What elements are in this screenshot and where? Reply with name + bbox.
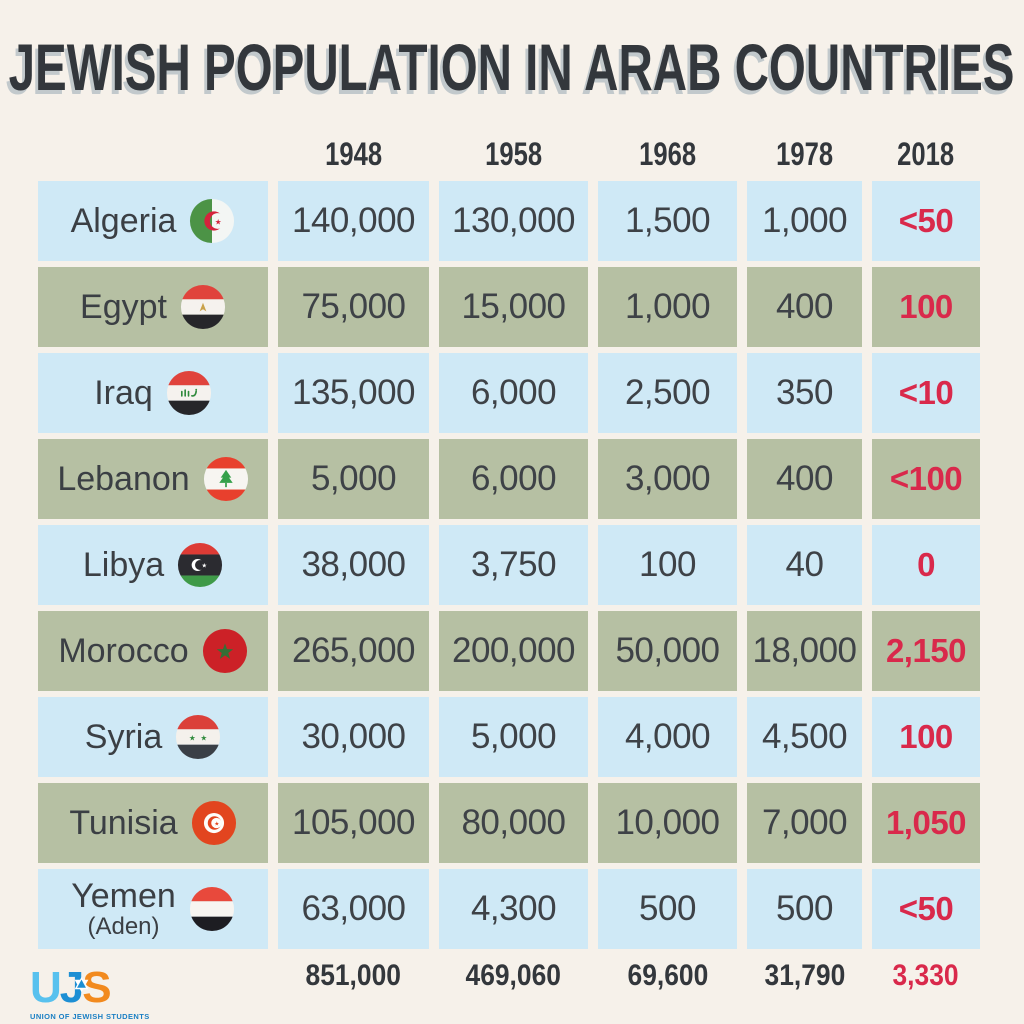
country-cell-yemen: Yemen (Aden): [38, 869, 268, 949]
value-cell: 75,000: [278, 267, 429, 347]
value-cell: 4,300: [439, 869, 588, 949]
total-2018: 3,330: [892, 959, 960, 992]
value-cell: 80,000: [439, 783, 588, 863]
value-cell: 265,000: [278, 611, 429, 691]
value-cell: 38,000: [278, 525, 429, 605]
value-cell: 105,000: [278, 783, 429, 863]
value-cell: 100: [598, 525, 737, 605]
value-cell: 350: [747, 353, 862, 433]
value-cell: 5,000: [278, 439, 429, 519]
value-cell: 15,000: [439, 267, 588, 347]
egypt-flag-icon: [180, 284, 226, 330]
svg-text:★: ★: [215, 217, 222, 226]
value-cell-2018: 1,050: [872, 783, 980, 863]
value-cell: 500: [747, 869, 862, 949]
star-of-david-icon: [74, 977, 89, 992]
value-cell-2018: 100: [872, 697, 980, 777]
tunisia-flag-icon: ★: [191, 800, 236, 846]
svg-text:★: ★: [201, 733, 208, 742]
total-1978: 31,790: [764, 959, 845, 992]
value-cell: 4,500: [747, 697, 862, 777]
value-cell: 1,000: [747, 181, 862, 261]
population-table: 1948 1958 1968 1978 2018 Algeria ★ 140,0…: [38, 133, 980, 999]
svg-text:★: ★: [189, 733, 196, 742]
column-header-1948: 1948: [325, 136, 382, 172]
value-cell: 6,000: [439, 353, 588, 433]
value-cell: 1,500: [598, 181, 737, 261]
country-cell-algeria: Algeria ★: [38, 181, 268, 261]
value-cell-2018: <10: [872, 353, 980, 433]
value-cell: 130,000: [439, 181, 588, 261]
total-1948: 851,000: [305, 959, 402, 992]
value-cell-2018: <50: [872, 181, 980, 261]
value-cell: 4,000: [598, 697, 737, 777]
page-title: JEWISH POPULATION IN ARAB COUNTRIES: [9, 30, 1015, 104]
logo-letter-j: J: [60, 966, 89, 1010]
ujs-logo: U J S UNION OF JEWISH STUDENTS: [30, 963, 180, 1022]
syria-flag-icon: ★ ★: [176, 714, 221, 760]
total-1958: 469,060: [465, 959, 562, 992]
value-cell: 5,000: [439, 697, 588, 777]
value-cell: 40: [747, 525, 862, 605]
value-cell: 7,000: [747, 783, 862, 863]
country-cell-tunisia: Tunisia ★: [38, 783, 268, 863]
country-cell-morocco: Morocco: [38, 611, 268, 691]
value-cell: 135,000: [278, 353, 429, 433]
column-header-1978: 1978: [776, 136, 833, 172]
value-cell: 3,000: [598, 439, 737, 519]
value-cell-2018: <50: [872, 869, 980, 949]
value-cell: 400: [747, 267, 862, 347]
value-cell: 200,000: [439, 611, 588, 691]
column-header-1958: 1958: [485, 136, 542, 172]
value-cell: 18,000: [747, 611, 862, 691]
svg-text:★: ★: [214, 820, 219, 827]
value-cell: 140,000: [278, 181, 429, 261]
header-empty-cell: [38, 133, 268, 175]
column-header-2018: 2018: [897, 136, 955, 172]
value-cell: 50,000: [598, 611, 737, 691]
value-cell: 10,000: [598, 783, 737, 863]
value-cell: 30,000: [278, 697, 429, 777]
lebanon-flag-icon: [203, 456, 248, 502]
value-cell: 400: [747, 439, 862, 519]
country-cell-syria: Syria ★ ★: [38, 697, 268, 777]
value-cell: 2,500: [598, 353, 737, 433]
yemen-flag-icon: [189, 886, 234, 932]
logo-tagline: UNION OF JEWISH STUDENTS: [30, 1012, 150, 1021]
country-cell-lebanon: Lebanon: [38, 439, 268, 519]
logo-letter-u: U: [30, 963, 62, 1012]
morocco-flag-icon: [202, 628, 247, 674]
country-cell-egypt: Egypt: [38, 267, 268, 347]
value-cell-2018: <100: [872, 439, 980, 519]
algeria-flag-icon: ★: [190, 198, 235, 244]
country-cell-libya: Libya ★: [38, 525, 268, 605]
value-cell-2018: 100: [872, 267, 980, 347]
iraq-flag-icon: [166, 370, 211, 416]
value-cell-2018: 2,150: [872, 611, 980, 691]
value-cell-2018: 0: [872, 525, 980, 605]
value-cell: 6,000: [439, 439, 588, 519]
country-cell-iraq: Iraq: [38, 353, 268, 433]
svg-text:★: ★: [202, 563, 208, 570]
value-cell: 3,750: [439, 525, 588, 605]
libya-flag-icon: ★: [178, 542, 223, 588]
value-cell: 500: [598, 869, 737, 949]
column-header-1968: 1968: [639, 136, 696, 172]
value-cell: 63,000: [278, 869, 429, 949]
value-cell: 1,000: [598, 267, 737, 347]
total-1968: 69,600: [627, 959, 708, 992]
